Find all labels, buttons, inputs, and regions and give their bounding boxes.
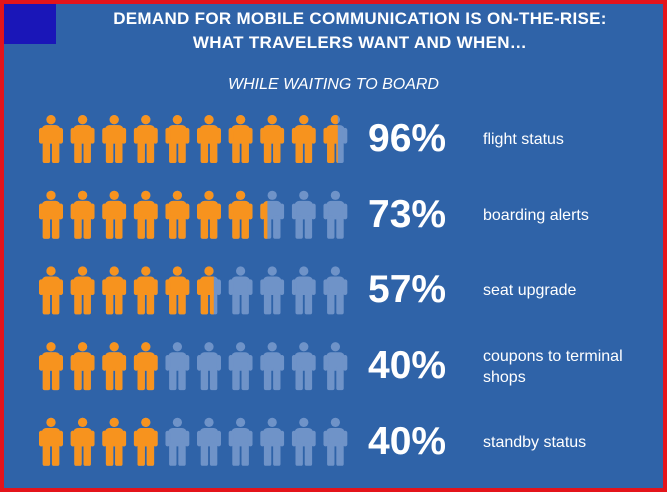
person-icon-filled [133,417,158,466]
row-label: boarding alerts [483,206,589,224]
person-icon-filled [133,190,158,239]
percentage-value: 73% [368,192,447,236]
title-line-2: WHAT TRAVELERS WANT AND WHEN… [192,33,528,52]
person-icon-filled [39,342,63,391]
person-icon-filled [70,266,95,315]
person-icon-filled [197,190,221,239]
person-icon [165,417,190,466]
person-icon-filled [102,190,127,239]
person-icon-filled [102,266,127,315]
person-icon-filled [70,115,95,163]
row-label: coupons to terminal shops [483,348,623,387]
percentage-value: 57% [368,268,447,312]
person-icon-filled [70,342,95,391]
row-label: seat upgrade [483,282,577,300]
person-icon [228,266,253,315]
person-icon [291,342,316,391]
person-icon-filled [228,190,253,239]
person-icon-filled [70,417,95,466]
person-icon-filled [165,266,190,315]
person-icon-filled [165,190,190,239]
person-icon [291,266,316,315]
person-icon [291,190,316,239]
person-icon-filled [102,342,127,391]
person-icon-filled [70,190,95,239]
person-icon-filled [291,115,316,163]
person-icon-filled [133,266,158,315]
percentage-value: 96% [368,117,447,160]
icon-row [39,417,348,466]
title-line-1: DEMAND FOR MOBILE COMMUNICATION IS ON-TH… [113,9,607,28]
person-icon [291,417,316,466]
person-icon [228,342,253,391]
person-icon [260,266,285,315]
person-icon-filled [133,115,158,163]
person-icon-filled [133,342,158,391]
subtitle: WHILE WAITING TO BOARD [228,76,439,93]
person-icon [228,417,253,466]
person-icon [197,417,221,466]
icon-row [39,266,348,315]
icon-row [39,115,348,163]
person-icon [323,190,348,239]
person-icon [260,417,285,466]
person-icon-filled [197,115,221,163]
icon-row [39,342,348,391]
person-icon-filled [39,266,63,315]
icon-row [39,190,348,239]
person-icon-filled [39,115,63,163]
person-icon-filled [260,115,285,163]
person-icon [323,417,348,466]
person-icon-filled [102,115,127,163]
percentage-value: 40% [368,419,447,463]
person-icon-filled [39,190,63,239]
person-icon-filled [228,115,253,163]
person-icon [197,342,221,391]
person-icon [165,342,190,391]
row-label: flight status [483,131,564,148]
row-label: standby status [483,433,587,451]
corner-block [4,4,56,44]
person-icon [323,266,348,315]
percentage-value: 40% [368,344,447,388]
person-icon [323,342,348,391]
person-icon-filled [165,115,190,163]
person-icon-filled [102,417,127,466]
filled-icons [39,115,338,163]
person-icon [260,342,285,391]
person-icon-filled [39,417,63,466]
